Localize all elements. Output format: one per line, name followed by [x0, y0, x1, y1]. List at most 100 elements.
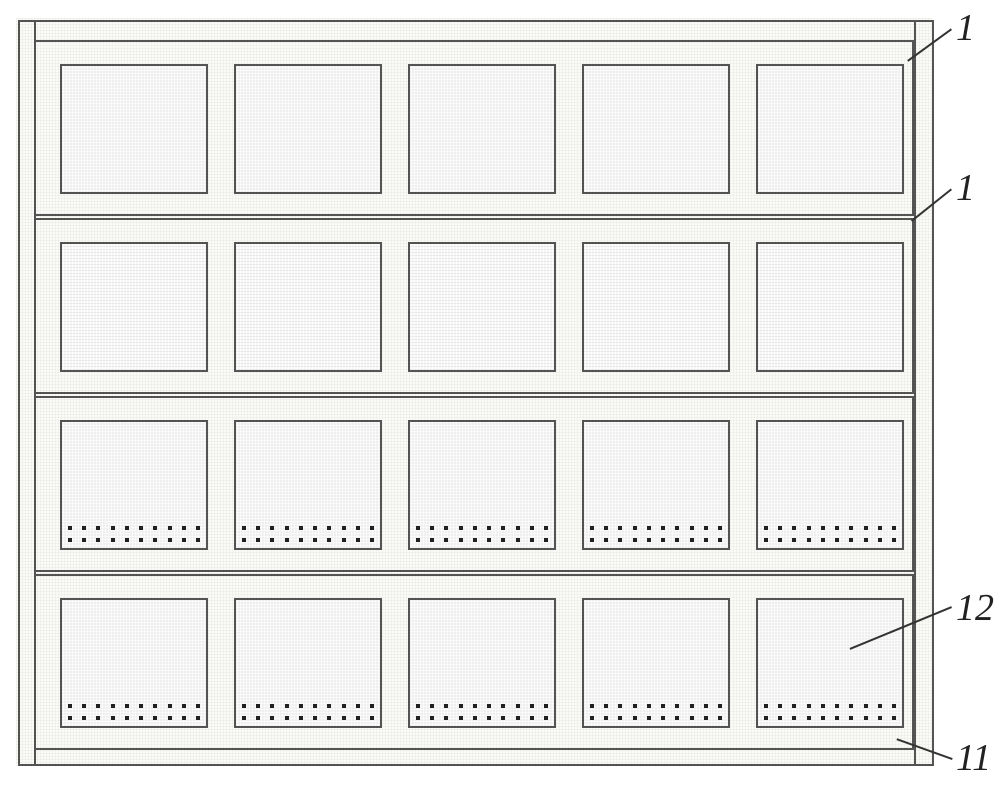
dot — [327, 526, 331, 530]
dot — [618, 716, 622, 720]
dot — [704, 704, 708, 708]
dot-row — [764, 716, 896, 720]
dot — [516, 526, 520, 530]
dot — [82, 716, 86, 720]
dot — [139, 716, 143, 720]
cell-dot-pattern — [242, 526, 374, 542]
dot — [590, 526, 594, 530]
grid-cell — [582, 64, 730, 194]
grid-cell — [234, 242, 382, 372]
dot-row — [242, 538, 374, 542]
dot — [487, 538, 491, 542]
dot — [892, 716, 896, 720]
dot — [633, 538, 637, 542]
grid-cell — [756, 420, 904, 550]
dot-row — [416, 704, 548, 708]
grid-cell — [234, 420, 382, 550]
dot-row — [68, 538, 200, 542]
dot — [778, 538, 782, 542]
dot — [168, 704, 172, 708]
dot-row — [416, 716, 548, 720]
grid-cell — [756, 598, 904, 728]
dot — [111, 704, 115, 708]
dot — [501, 716, 505, 720]
dot — [849, 526, 853, 530]
dot — [544, 704, 548, 708]
dot — [878, 538, 882, 542]
grid-cell — [582, 420, 730, 550]
dot — [327, 716, 331, 720]
dot — [299, 704, 303, 708]
dot — [501, 538, 505, 542]
dot-row — [764, 526, 896, 530]
dot — [125, 716, 129, 720]
callout-label: 12 — [956, 586, 994, 630]
dot — [139, 526, 143, 530]
dot — [675, 538, 679, 542]
dot — [342, 716, 346, 720]
inner-vertical-right — [914, 20, 916, 766]
dot — [835, 704, 839, 708]
dot — [125, 538, 129, 542]
dot — [82, 526, 86, 530]
dot — [153, 526, 157, 530]
dot — [821, 716, 825, 720]
dot-row — [416, 538, 548, 542]
dot — [313, 704, 317, 708]
dot — [604, 704, 608, 708]
cell-dot-pattern — [68, 704, 200, 720]
dot — [544, 526, 548, 530]
dot — [849, 716, 853, 720]
dot — [430, 526, 434, 530]
grid-cell — [582, 598, 730, 728]
dot — [182, 704, 186, 708]
dot — [764, 716, 768, 720]
dot — [821, 538, 825, 542]
dot — [168, 538, 172, 542]
grid-cell — [408, 64, 556, 194]
dot — [807, 704, 811, 708]
dot — [604, 538, 608, 542]
dot — [182, 538, 186, 542]
dot — [285, 526, 289, 530]
dot — [849, 704, 853, 708]
dot — [661, 716, 665, 720]
dot — [661, 526, 665, 530]
dot — [864, 538, 868, 542]
dot — [242, 526, 246, 530]
grid-cell — [60, 598, 208, 728]
grid-cell — [756, 64, 904, 194]
dot — [168, 716, 172, 720]
grid-cell — [234, 64, 382, 194]
dot — [270, 716, 274, 720]
dot — [68, 538, 72, 542]
dot — [256, 716, 260, 720]
dot — [168, 526, 172, 530]
dot-row — [590, 716, 722, 720]
dot — [864, 526, 868, 530]
dot — [590, 704, 594, 708]
dot — [633, 526, 637, 530]
dot — [285, 704, 289, 708]
grid-cell — [408, 242, 556, 372]
dot — [139, 704, 143, 708]
dot — [604, 716, 608, 720]
dot — [704, 538, 708, 542]
dot — [270, 704, 274, 708]
dot — [544, 716, 548, 720]
dot — [590, 716, 594, 720]
dot — [327, 538, 331, 542]
dot — [285, 716, 289, 720]
dot — [299, 716, 303, 720]
dot — [444, 704, 448, 708]
dot — [182, 526, 186, 530]
dot — [444, 526, 448, 530]
dot — [370, 538, 374, 542]
dot — [792, 526, 796, 530]
dot — [125, 704, 129, 708]
dot — [153, 538, 157, 542]
dot — [530, 538, 534, 542]
dot — [111, 526, 115, 530]
dot — [270, 538, 274, 542]
dot — [764, 538, 768, 542]
